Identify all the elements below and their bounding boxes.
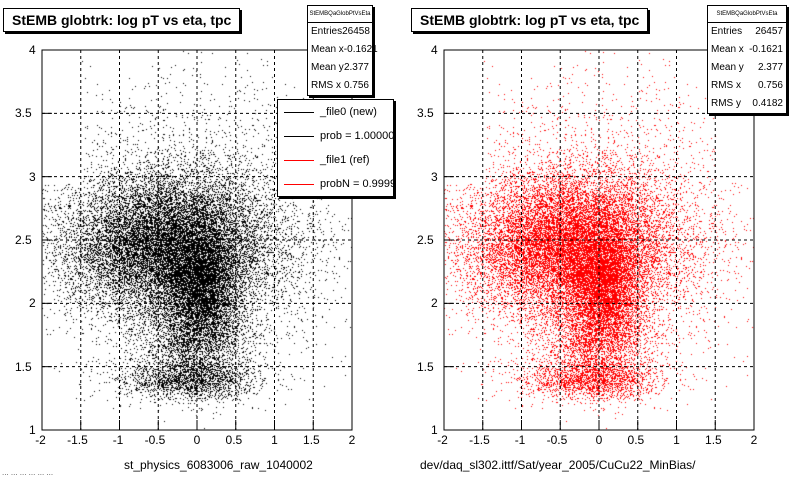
stats-row: RMS x 0.756 xyxy=(311,80,369,91)
stats-name: StEMBQaGlobPtVsEta xyxy=(308,6,372,23)
x-tick-label: 2 xyxy=(348,433,356,447)
x-tick-label: 1 xyxy=(673,433,680,447)
legend-line-red xyxy=(284,159,314,161)
stats-name: StEMBQaGlobPtVsEta xyxy=(708,6,786,23)
legend-line-black xyxy=(284,111,314,113)
plot-frame xyxy=(41,49,353,431)
stats-row: Mean y 2.377 xyxy=(311,62,369,73)
stats-box-right: StEMBQaGlobPtVsEta Entries 26457 Mean x -0… xyxy=(707,5,787,114)
y-tick-label: 2 xyxy=(431,296,438,311)
y-tick-label: 2.5 xyxy=(417,233,434,247)
footer-text: ... ... ... ... ... ... xyxy=(2,468,54,477)
y-tick-label: 3 xyxy=(431,169,438,184)
legend: _file0 (new) prob = 1.000000 _file1 (ref… xyxy=(277,99,394,197)
x-tick-label: -1.5 xyxy=(469,433,490,447)
x-tick-label: 2 xyxy=(750,433,758,447)
stats-row: Mean x -0.1621 xyxy=(311,44,378,55)
x-tick-label: -2 xyxy=(437,433,448,447)
chart-title-right: StEMB globtrk: log pT vs eta, tpc xyxy=(411,8,649,32)
x-axis-title-right: dev/daq_sl302.ittf/Sat/year_2005/CuCu22_… xyxy=(420,458,696,472)
plot-frame xyxy=(443,49,755,431)
chart-title-left: StEMB globtrk: log pT vs eta, tpc xyxy=(3,8,241,32)
legend-line-red xyxy=(284,183,314,185)
y-tick-label: 1.5 xyxy=(417,359,434,374)
stats-row: Entries 26458 xyxy=(311,26,370,37)
y-tick-label: 2.5 xyxy=(15,233,32,247)
legend-line-black xyxy=(284,135,314,137)
legend-entry: _file0 (new) xyxy=(278,100,393,124)
x-tick-label: 1.5 xyxy=(303,433,320,447)
x-axis-title-left: st_physics_6083006_raw_1040002 xyxy=(124,458,313,472)
x-tick-label: 0 xyxy=(193,433,201,447)
stats-box-left: StEMBQaGlobPtVsEta Entries 26458 Mean x -0… xyxy=(307,5,378,96)
x-tick-label: 1 xyxy=(271,433,278,447)
y-tick-label: 3.5 xyxy=(417,106,434,121)
legend-entry: _file1 (ref) xyxy=(278,148,393,172)
stats-row: Mean x -0.1621 xyxy=(711,44,783,55)
y-tick-label: 4 xyxy=(29,43,36,57)
x-tick-label: -1 xyxy=(112,433,124,447)
legend-entry: probN = 0.999999 xyxy=(278,172,393,196)
y-tick-label: 1 xyxy=(29,423,36,437)
y-tick-label: 3 xyxy=(29,169,36,184)
stats-row: Mean y 2.377 xyxy=(711,62,783,73)
legend-entry: prob = 1.000000 xyxy=(278,124,393,148)
stats-row: RMS x 0.756 xyxy=(711,80,783,91)
x-tick-label: 0.5 xyxy=(627,433,645,447)
y-tick-label: 1.5 xyxy=(15,359,32,374)
x-tick-label: -1 xyxy=(514,433,526,447)
y-tick-label: 4 xyxy=(431,43,438,57)
y-tick-label: 1 xyxy=(431,423,438,437)
x-tick-label: -2 xyxy=(35,433,46,447)
stats-row: RMS y 0.4182 xyxy=(711,98,783,109)
x-tick-label: -0.5 xyxy=(546,433,568,447)
y-tick-label: 2 xyxy=(29,296,36,311)
x-tick-label: 0 xyxy=(595,433,603,447)
stats-row: Entries 26457 xyxy=(711,26,783,37)
x-tick-label: -1.5 xyxy=(67,433,88,447)
y-tick-label: 3.5 xyxy=(15,106,32,121)
x-tick-label: 1.5 xyxy=(705,433,722,447)
x-tick-label: -0.5 xyxy=(144,433,166,447)
x-tick-label: 0.5 xyxy=(225,433,243,447)
